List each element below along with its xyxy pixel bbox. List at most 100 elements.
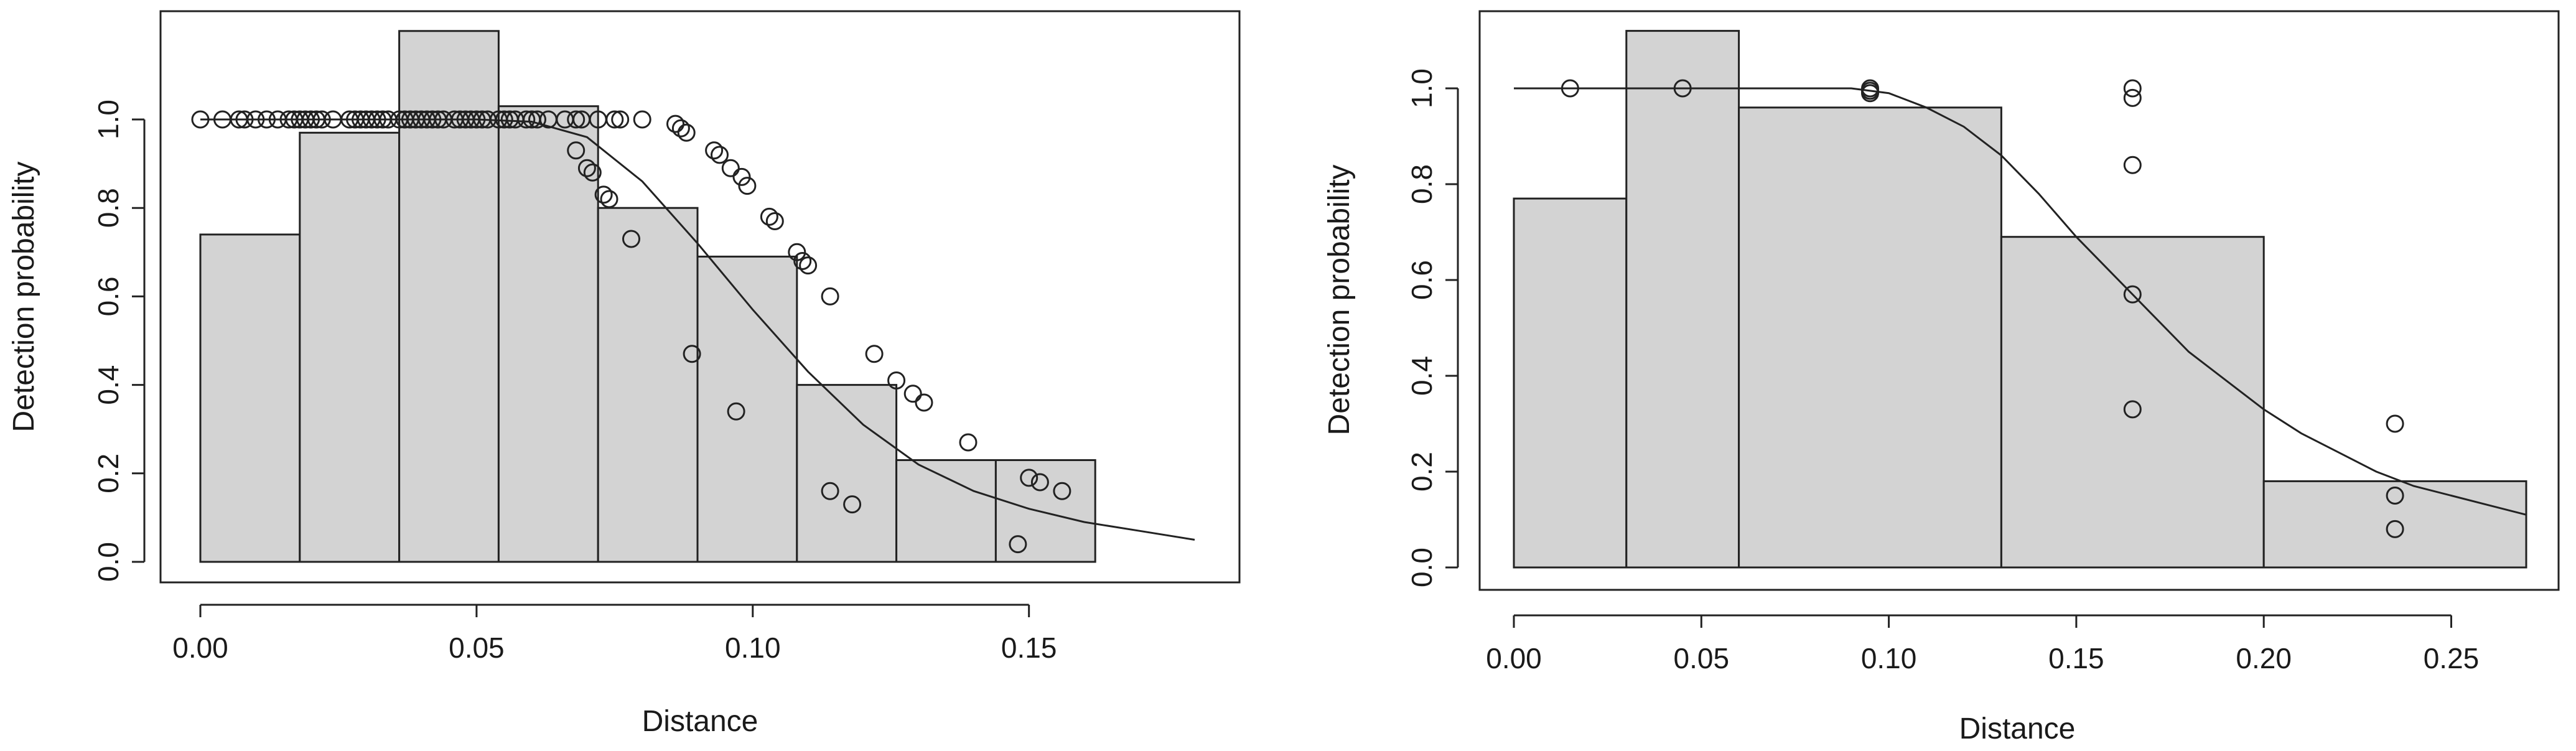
right-y-tick-label: 0.2	[1406, 452, 1438, 492]
left-x-axis-title: Distance	[642, 705, 758, 738]
left-x-tick-label: 0.00	[172, 632, 228, 664]
left-y-tick-label: 0.2	[92, 454, 124, 493]
left-data-point	[567, 141, 586, 160]
right-x-axis: 0.00 0.05 0.10 0.15 0.20 0.25	[1486, 614, 2480, 674]
right-x-tick-label: 0.15	[2048, 642, 2104, 674]
left-data-point	[605, 110, 624, 129]
left-histogram-bar	[895, 459, 997, 563]
right-data-point	[2123, 88, 2142, 107]
left-panel: Distance Detection probability 0.00 0.05 0…	[7, 10, 1241, 738]
left-histogram-bar	[199, 233, 301, 563]
left-data-point	[312, 110, 331, 129]
left-plot-frame	[159, 10, 1241, 584]
right-histogram-bar	[1625, 30, 1740, 569]
right-data-point	[2123, 156, 2142, 174]
left-y-tick-label: 0.4	[92, 365, 124, 405]
right-y-tick-label: 0.0	[1406, 548, 1438, 587]
right-x-tick-label: 0.20	[2236, 642, 2292, 674]
left-data-point	[246, 110, 265, 129]
right-x-tick-label: 0.10	[1861, 642, 1917, 674]
left-data-point	[600, 190, 618, 208]
left-data-point	[887, 371, 906, 389]
right-x-axis-title: Distance	[1959, 712, 2076, 745]
left-data-point	[1030, 473, 1049, 492]
left-histogram-bar	[497, 105, 599, 563]
left-y-axis-title: Detection probability	[7, 162, 40, 432]
left-histogram-bar	[796, 384, 898, 563]
left-x-tick-label: 0.15	[1001, 632, 1057, 664]
left-data-point	[799, 256, 818, 275]
right-y-axis: 0.0 0.2 0.4 0.6 0.8 1.0	[1406, 68, 1459, 587]
right-histogram-bars	[1513, 30, 2527, 569]
right-panel: Distance Detection probability 0.00 0.05 0…	[1323, 10, 2560, 745]
left-data-point	[677, 123, 696, 142]
left-data-point	[821, 287, 839, 306]
right-plot-frame	[1478, 10, 2560, 591]
right-data-point	[1673, 79, 1692, 98]
left-histogram-bar	[299, 131, 401, 563]
left-data-point	[467, 110, 486, 129]
left-data-point	[683, 345, 701, 363]
right-histogram-bar	[2262, 480, 2527, 569]
right-data-point	[2386, 414, 2404, 433]
left-y-tick-label: 0.0	[92, 542, 124, 582]
left-data-point	[738, 177, 757, 195]
right-y-axis-title: Detection probability	[1323, 165, 1356, 436]
left-data-point	[258, 110, 276, 129]
left-data-point	[959, 433, 978, 452]
left-x-axis: 0.00 0.05 0.10 0.15	[172, 604, 1057, 664]
left-data-point	[191, 110, 210, 129]
left-data-point	[788, 243, 806, 261]
left-data-point	[915, 393, 933, 412]
right-x-tick-label: 0.25	[2424, 642, 2480, 674]
left-data-point	[843, 495, 862, 514]
left-data-point	[302, 110, 320, 129]
right-data-point	[2123, 400, 2142, 419]
left-data-point	[711, 146, 729, 164]
left-data-point	[423, 110, 442, 129]
left-data-point	[528, 110, 546, 129]
left-y-tick-label: 0.8	[92, 188, 124, 228]
left-data-point	[705, 141, 724, 160]
right-y-tick-label: 0.4	[1406, 356, 1438, 396]
left-data-point	[727, 402, 745, 421]
right-fitted-curve-group	[1514, 87, 2527, 516]
right-histogram-bar	[1738, 106, 2002, 569]
right-y-tick-label: 0.6	[1406, 260, 1438, 300]
left-data-point	[577, 159, 596, 177]
right-observed-points	[1561, 79, 2404, 538]
right-fitted-curve	[1514, 87, 2527, 516]
left-x-tick-label: 0.10	[725, 632, 781, 664]
left-data-point	[495, 110, 513, 129]
left-data-point	[567, 110, 586, 129]
right-y-tick-label: 1.0	[1406, 68, 1438, 108]
left-data-point	[235, 110, 254, 129]
left-data-point	[760, 207, 778, 226]
right-x-tick-label: 0.05	[1674, 642, 1730, 674]
left-data-point	[793, 252, 812, 270]
left-data-point	[633, 110, 651, 129]
left-x-tick-label: 0.05	[449, 632, 505, 664]
left-data-point	[1053, 482, 1071, 500]
left-data-point	[622, 230, 640, 248]
right-y-tick-label: 0.8	[1406, 164, 1438, 204]
left-data-point	[865, 345, 884, 363]
left-data-point	[594, 185, 613, 204]
left-data-point	[368, 110, 386, 129]
left-data-point	[721, 159, 740, 177]
right-data-point	[2123, 285, 2142, 304]
left-data-point	[666, 114, 684, 133]
left-y-axis: 0.0 0.2 0.4 0.6 0.8 1.0	[92, 100, 146, 582]
left-data-point	[765, 212, 784, 230]
left-histogram-bar	[597, 207, 699, 563]
right-data-point	[2123, 79, 2142, 98]
left-data-point	[903, 385, 922, 403]
left-data-point	[821, 482, 839, 500]
right-data-point	[1561, 79, 1579, 98]
left-histogram-bar	[696, 255, 798, 563]
right-histogram-bar	[1513, 197, 1628, 569]
left-data-point	[1009, 535, 1027, 554]
right-x-tick-label: 0.00	[1486, 642, 1542, 674]
left-data-point	[671, 119, 690, 138]
